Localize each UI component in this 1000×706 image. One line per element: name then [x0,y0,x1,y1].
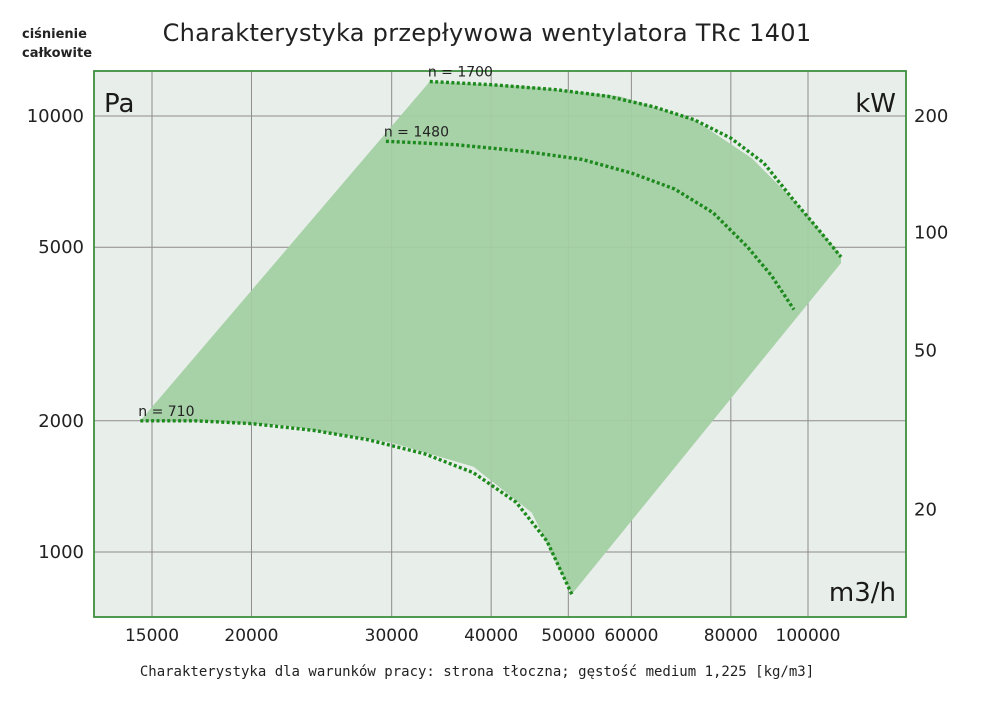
speed-curves [140,79,843,596]
chart-footnote: Charakterystyka dla warunków pracy: stro… [140,664,814,680]
x-tick-label-6: 80000 [704,626,758,646]
curve-label-0: n = 1700 [428,64,493,80]
x-axis-ticks: 15000 20000 30000 40000 50000 60000 80000 10000… [125,626,841,646]
operating-region [140,81,842,595]
chart-title: Charakterystyka przepływowa wentylatora … [163,19,812,47]
curve-labels: n = 1700 n = 1480 n = 710 [138,64,493,419]
x-tick-label-4: 50000 [541,626,595,646]
x-tick-label-3: 40000 [464,626,518,646]
y-tick-label-0: 1000 [38,542,84,563]
curve-label-2: n = 710 [138,404,194,420]
y-tick-label-2: 5000 [38,237,84,258]
speed-curve-2 [140,419,574,596]
y-tick-label-1: 2000 [38,411,84,432]
y-unit-label: Pa [104,89,134,119]
plot-frame [93,70,907,618]
y-axis-label-line2: całkowite [22,46,92,61]
y2-tick-label-0: 200 [914,106,948,127]
x-tick-label-2: 30000 [365,626,419,646]
x-tick-label-7: 100000 [776,626,841,646]
y2-tick-label-1: 100 [914,223,948,244]
y2-unit-label: kW [855,89,896,119]
speed-curve-0 [429,79,843,259]
x-unit-label: m3/h [829,578,896,608]
y-axis-ticks: 1000 2000 5000 10000 [27,106,84,563]
x-tick-label-5: 60000 [604,626,658,646]
y-axis-label-line1: ciśnienie [22,27,87,42]
y-tick-label-3: 10000 [27,106,84,127]
speed-curve-1 [385,139,796,311]
y2-axis-ticks: 200 100 50 20 [914,106,948,521]
x-tick-label-0: 15000 [125,626,179,646]
y2-tick-label-3: 20 [914,500,937,521]
curve-label-1: n = 1480 [384,124,449,140]
x-tick-label-1: 20000 [224,626,278,646]
y2-tick-label-2: 50 [914,340,937,361]
